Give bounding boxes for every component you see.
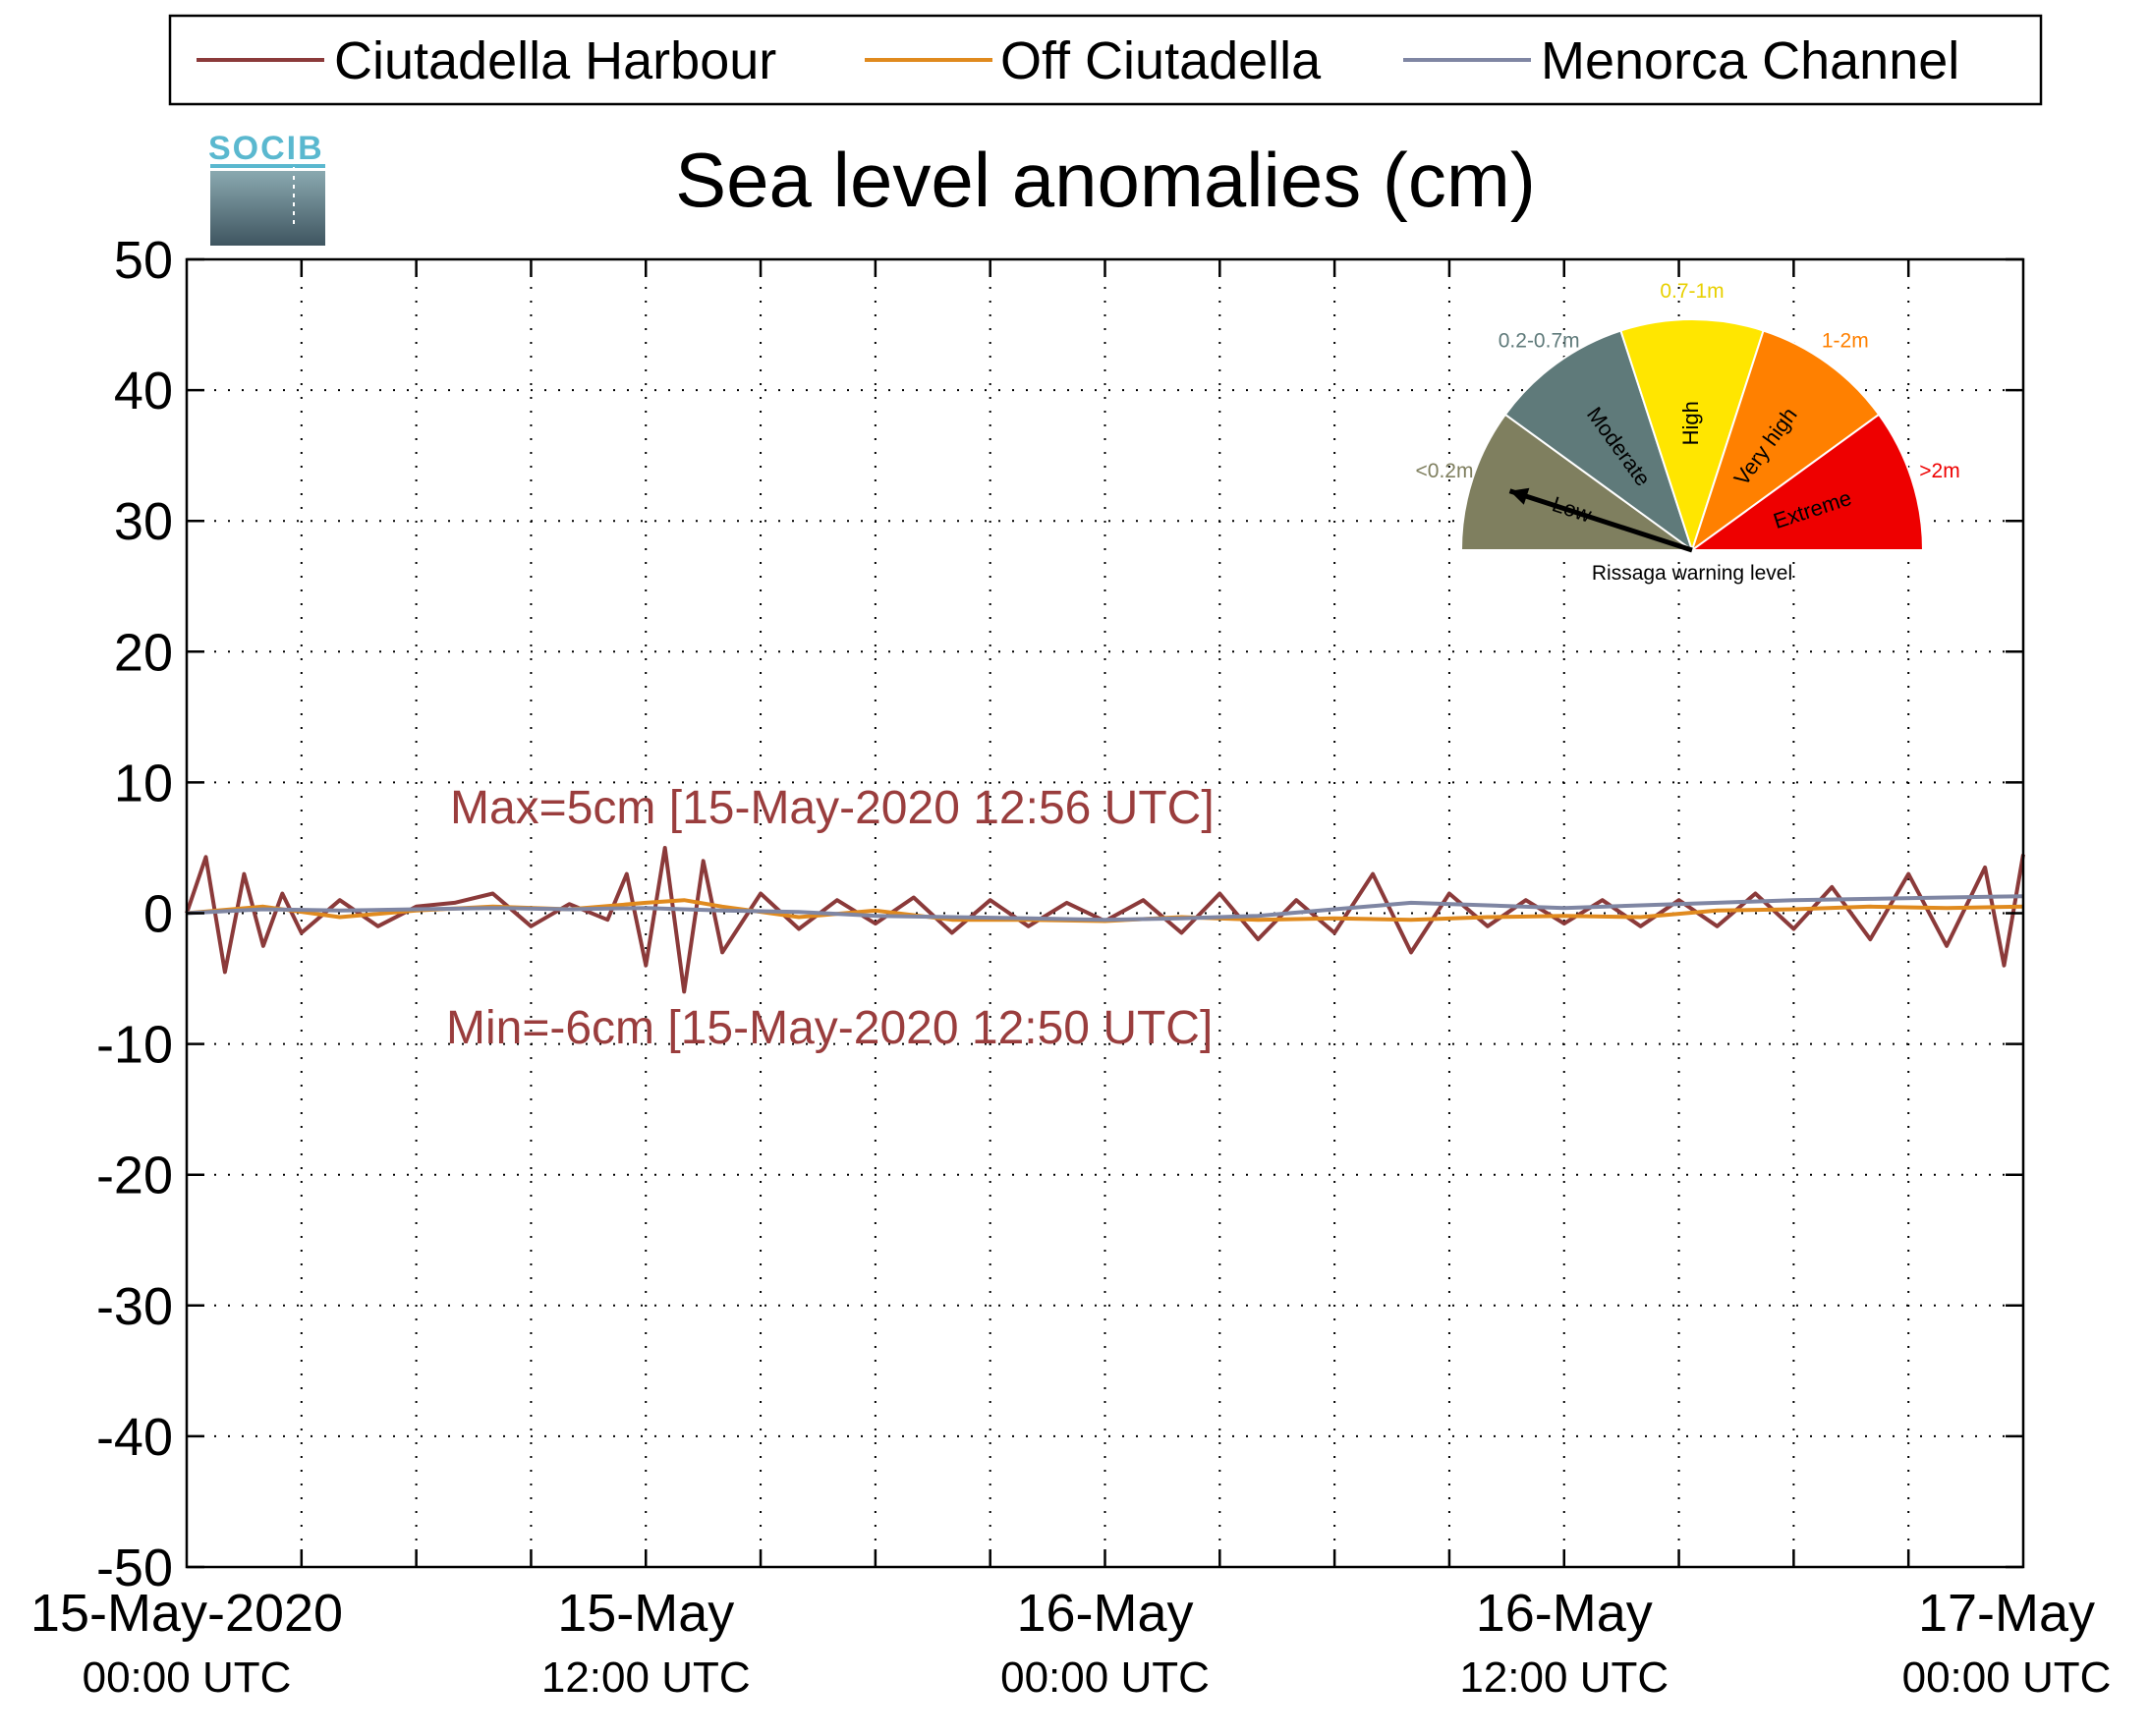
y-tick-label: 10 (114, 754, 173, 812)
gauge-range-moderate: 0.2-0.7m (1499, 330, 1580, 353)
x-tick-sublabel: 00:00 UTC (1000, 1653, 1210, 1702)
y-tick-label: 50 (114, 231, 173, 290)
gauge-title: Rissaga warning level (1592, 562, 1792, 585)
legend-label-menorca-channel: Menorca Channel (1541, 31, 1959, 90)
y-tick-label: 0 (143, 885, 173, 944)
gauge-needle-head (1509, 487, 1530, 505)
gauge-segment-extreme (1688, 413, 1925, 551)
min-annotation: Min=-6cm [15-May-2020 12:50 UTC] (446, 1002, 1213, 1054)
gauge-range-very-high: 1-2m (1822, 330, 1869, 353)
gauge-range-extreme: >2m (1919, 460, 1959, 482)
x-tick-sublabel: 00:00 UTC (83, 1653, 292, 1702)
gauge-segment-moderate (1503, 329, 1694, 553)
series-line-menorca-channel (186, 894, 2024, 923)
x-tick-label: 15-May (557, 1584, 734, 1643)
y-tick-label: -50 (96, 1539, 173, 1597)
logo-block (210, 171, 325, 246)
gauge-category-high: High (1678, 401, 1703, 445)
rissaga-warning-gauge: Rissaga warning level Low<0.2mModerate0.… (1416, 280, 1960, 585)
y-tick-label: 40 (114, 362, 173, 420)
x-tick-sublabel: 12:00 UTC (541, 1653, 751, 1702)
gauge-segment-low (1459, 413, 1696, 551)
socib-logo: SOCIB (208, 130, 325, 246)
gauge-range-high: 0.7-1m (1660, 280, 1724, 303)
tick-marks (187, 257, 2023, 1569)
chart-title: Sea level anomalies (cm) (675, 137, 1536, 223)
x-tick-labels: 15-May-2020 00:00 UTC 15-May 12:00 UTC 16-Ma… (30, 1584, 2111, 1702)
gauge-needle (1508, 488, 1693, 553)
legend-label-ciutadella-harbour: Ciutadella Harbour (334, 31, 776, 90)
gauge-segment-very-high (1690, 329, 1881, 553)
logo-bar (210, 164, 325, 168)
series-lines (185, 846, 2025, 994)
y-tick-label: 20 (114, 623, 173, 682)
legend-box (168, 14, 2043, 106)
gauge-segment-high (1619, 318, 1765, 554)
logo-text: SOCIB (208, 130, 324, 167)
y-tick-labels: 50 40 30 20 10 0 -10 -20 -30 -40 -50 (96, 231, 173, 1597)
y-tick-label: -20 (96, 1147, 173, 1205)
y-tick-label: 30 (114, 492, 173, 551)
x-tick-label: 16-May (1016, 1584, 1193, 1643)
x-tick-label: 15-May-2020 (30, 1584, 343, 1643)
y-tick-label: -30 (96, 1277, 173, 1336)
x-tick-sublabel: 12:00 UTC (1459, 1653, 1669, 1702)
gauge-range-low: <0.2m (1416, 460, 1474, 482)
y-tick-label: -10 (96, 1016, 173, 1075)
max-annotation: Max=5cm [15-May-2020 12:56 UTC] (450, 782, 1215, 834)
series-line-ciutadella-harbour (185, 846, 2025, 994)
legend-label-off-ciutadella: Off Ciutadella (1000, 31, 1322, 90)
y-tick-label: -40 (96, 1408, 173, 1467)
legend: Ciutadella Harbour Off Ciutadella Menorc… (168, 14, 2043, 106)
x-tick-label: 17-May (1918, 1584, 2095, 1643)
x-tick-sublabel: 00:00 UTC (1902, 1653, 2112, 1702)
x-tick-label: 16-May (1476, 1584, 1653, 1643)
